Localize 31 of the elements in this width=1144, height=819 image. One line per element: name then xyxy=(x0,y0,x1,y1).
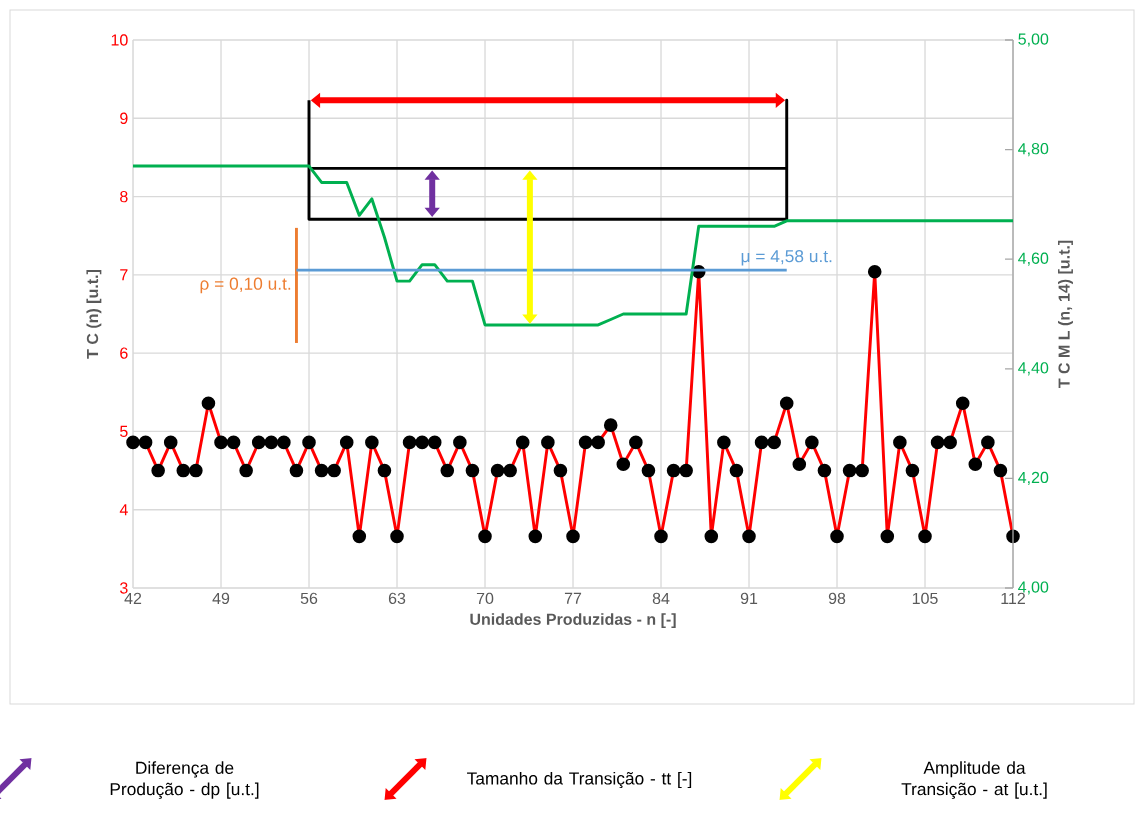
y-tick-label: 10 xyxy=(111,34,128,46)
x-tick-label: 105 xyxy=(912,592,938,605)
y2-axis-title: T C M L (n, 14) [u.t.] xyxy=(1058,240,1073,389)
y-tick-label: 4 xyxy=(119,504,128,516)
y2-tick-label: 4,60 xyxy=(1018,252,1049,266)
text: Diferença de Produção - dp [u.t.] xyxy=(110,761,259,799)
y2-tick-label: 4,20 xyxy=(1018,471,1049,486)
x-tick-label: 63 xyxy=(388,592,406,605)
text: Amplitude da Transição - at [u.t.] xyxy=(901,761,1047,799)
y-tick-label: 7 xyxy=(120,269,128,281)
series-label: μ = 4,58 u.t. xyxy=(741,250,832,266)
y-tick-label: 9 xyxy=(120,112,128,124)
y-tick-label: 6 xyxy=(120,347,128,359)
text: Tamanho da Transição - tt [-] xyxy=(467,771,692,789)
x-tick-label: 42 xyxy=(124,592,142,604)
x-axis-title: Unidades Produzidas - n [-] xyxy=(470,613,676,629)
series-label: ρ = 0,10 u.t. xyxy=(200,277,291,294)
y2-tick-label: 4,80 xyxy=(1018,142,1049,157)
x-tick-label: 56 xyxy=(300,592,318,605)
x-tick-label: 49 xyxy=(212,592,230,605)
x-tick-label: 77 xyxy=(564,592,582,604)
y-tick-label: 8 xyxy=(120,190,128,203)
x-tick-label: 98 xyxy=(828,592,846,605)
y2-tick-label: 4,40 xyxy=(1018,362,1049,376)
x-tick-label: 91 xyxy=(740,592,758,605)
y-tick-label: 5 xyxy=(120,425,128,437)
y-tick-label: 3 xyxy=(120,582,128,594)
x-tick-label: 70 xyxy=(476,592,494,605)
x-tick-label: 84 xyxy=(652,592,670,605)
y2-tick-label: 5,00 xyxy=(1018,33,1049,47)
y-axis-title: T C (n) [u.t.] xyxy=(86,270,102,359)
